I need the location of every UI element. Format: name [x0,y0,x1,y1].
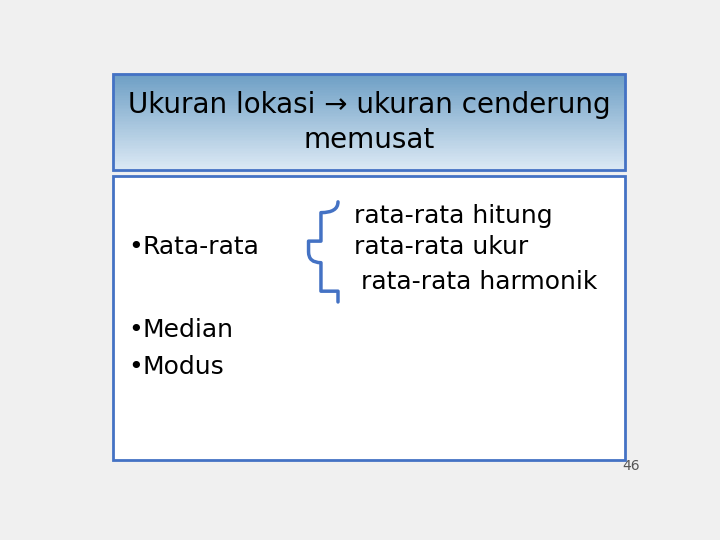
Bar [113,150,625,151]
Text: Median: Median [143,319,234,342]
Bar [113,97,625,98]
Bar [113,111,625,113]
Text: Ukuran lokasi → ukuran cenderung: Ukuran lokasi → ukuran cenderung [127,91,611,119]
Text: rata-rata hitung: rata-rata hitung [354,204,552,228]
Text: •: • [129,235,143,259]
Bar [113,93,625,95]
Bar [113,167,625,169]
Bar [113,162,625,164]
Text: •: • [129,355,143,379]
Bar [113,141,625,144]
Bar [113,80,625,83]
Bar [113,84,625,86]
Bar [113,124,625,126]
Bar [113,158,625,159]
Bar [113,165,625,167]
Bar [113,153,625,154]
Text: rata-rata ukur: rata-rata ukur [354,235,528,259]
Bar [113,148,625,150]
Bar [113,89,625,91]
Bar [113,106,625,108]
Bar [113,119,625,121]
Bar [113,103,625,105]
Bar [113,122,625,124]
Bar [113,98,625,100]
Bar [113,82,625,84]
Bar [113,129,625,131]
Bar [113,114,625,116]
Bar [113,151,625,153]
Bar [113,112,625,114]
Bar [113,137,625,139]
Bar [113,87,625,89]
Bar [113,90,625,92]
Bar [113,143,625,145]
Bar [113,159,625,161]
Bar [113,85,625,87]
Text: 46: 46 [623,459,640,473]
Bar [113,77,625,79]
Bar [113,120,625,123]
Bar [113,168,625,171]
Bar [113,130,625,132]
Text: rata-rata harmonik: rata-rata harmonik [361,270,598,294]
Bar [113,95,625,97]
Bar [113,161,625,163]
Bar [113,132,625,134]
Bar [113,133,625,136]
Bar [113,154,625,156]
Bar [113,156,625,158]
Bar [113,105,625,106]
Text: Modus: Modus [143,355,225,379]
Bar [113,102,625,103]
Bar [113,76,625,78]
Bar [113,100,625,102]
Bar [113,140,625,142]
Text: memusat: memusat [303,126,435,154]
Bar [113,135,625,137]
Text: •: • [129,319,143,342]
Bar [113,74,625,76]
Bar [113,145,625,147]
Bar [113,125,625,127]
Bar [113,109,625,111]
Bar [113,116,625,118]
Bar [113,92,625,93]
Bar [113,127,625,129]
Bar [113,74,625,170]
Bar [113,138,625,140]
Text: Rata-rata: Rata-rata [143,235,260,259]
Bar [113,79,625,81]
Bar [113,117,625,119]
Bar [113,146,625,148]
Bar [113,164,625,166]
Bar [113,107,625,110]
Bar [113,177,625,460]
